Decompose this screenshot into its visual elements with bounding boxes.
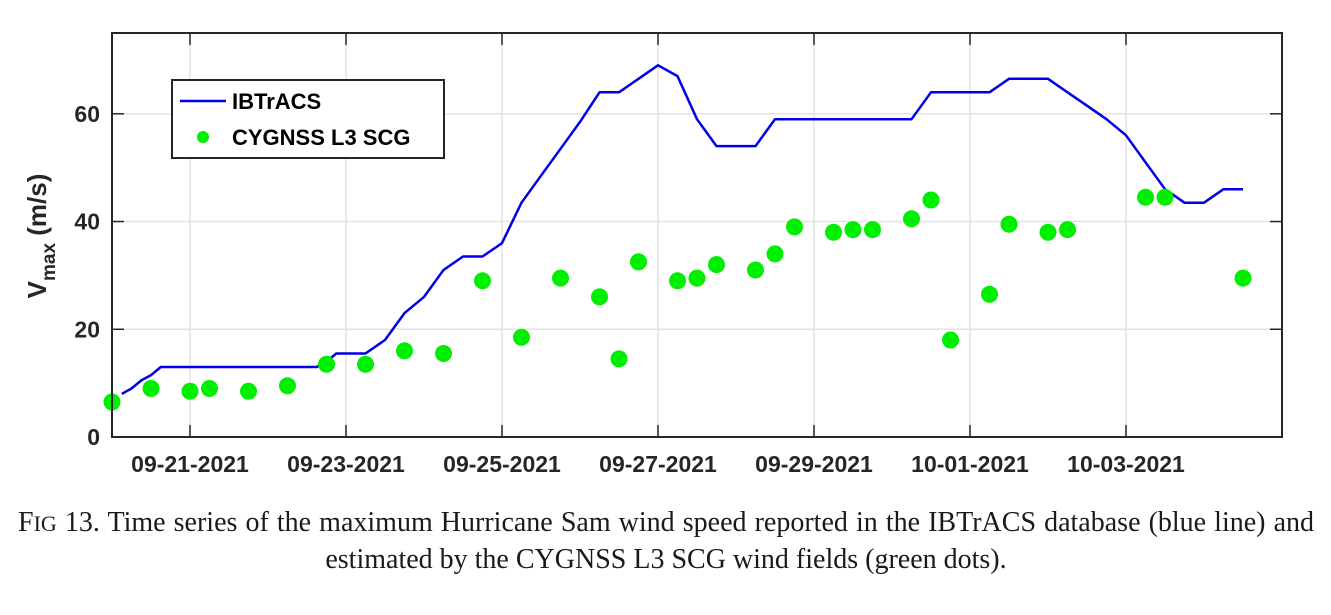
x-tick-label: 10-03-2021 [1067, 451, 1185, 477]
cygnss-point [1137, 188, 1154, 206]
cygnss-point [1234, 269, 1252, 287]
cygnss-point [142, 380, 160, 397]
legend-cygnss-swatch [197, 131, 209, 143]
cygnss-point [786, 218, 803, 236]
legend: IBTrACS CYGNSS L3 SCG [171, 79, 445, 159]
cygnss-point [747, 261, 764, 279]
cygnss-point [396, 342, 413, 360]
x-tick-label: 10-01-2021 [911, 451, 1029, 477]
legend-ibtracs-label: IBTrACS [232, 89, 321, 114]
wind-speed-chart: 0 20 40 60 09-21-2021 09-23-2021 09-25-2021 09-… [22, 32, 1283, 477]
cygnss-point [669, 272, 686, 290]
x-tick-label: 09-27-2021 [599, 451, 717, 477]
y-tick-label: 60 [74, 101, 100, 127]
cygnss-point [474, 272, 491, 290]
cygnss-point [1059, 221, 1076, 239]
cygnss-point [844, 221, 862, 239]
cygnss-point [1000, 215, 1018, 233]
cygnss-point [240, 382, 257, 400]
y-tick-label: 40 [74, 209, 100, 235]
x-tick-label: 09-29-2021 [755, 451, 873, 477]
cygnss-point [688, 269, 706, 287]
cygnss-point [942, 331, 959, 349]
cygnss-point [591, 288, 608, 306]
y-tick-label: 20 [74, 316, 100, 342]
plot-frame [111, 32, 1283, 438]
cygnss-point [610, 350, 628, 368]
y-axis-label: Vmax (m/s) [22, 174, 60, 299]
cygnss-point [318, 355, 335, 373]
cygnss-point [766, 245, 784, 263]
axes: 0 20 40 60 09-21-2021 09-23-2021 09-25-2021 09-… [74, 33, 1282, 477]
legend-cygnss-label: CYGNSS L3 SCG [232, 125, 410, 150]
cygnss-point [279, 377, 296, 395]
cygnss-point [513, 328, 530, 346]
cygnss-point [181, 382, 199, 400]
caption-text: Time series of the maximum Hurricane Sam… [99, 507, 1315, 575]
figure-caption: FIG 13. Time series of the maximum Hurri… [18, 505, 1314, 578]
cygnss-series [103, 188, 1252, 411]
cygnss-point [708, 256, 725, 274]
cygnss-point [357, 355, 374, 373]
cygnss-point [903, 210, 920, 228]
cygnss-point [825, 223, 842, 241]
cygnss-point [630, 253, 647, 271]
cygnss-point [1039, 223, 1057, 241]
y-tick-label: 0 [87, 424, 100, 450]
figure-label: FIG 13. [18, 507, 100, 538]
cygnss-point [1156, 188, 1174, 206]
legend-box [171, 79, 445, 159]
cygnss-point [552, 269, 569, 287]
x-tick-label: 09-25-2021 [443, 451, 561, 477]
x-tick-label: 09-21-2021 [131, 451, 249, 477]
cygnss-point [435, 345, 452, 362]
cygnss-point [201, 380, 218, 397]
cygnss-point [864, 221, 881, 239]
x-tick-label: 09-23-2021 [287, 451, 405, 477]
cygnss-point [922, 191, 940, 209]
cygnss-point [981, 285, 998, 303]
